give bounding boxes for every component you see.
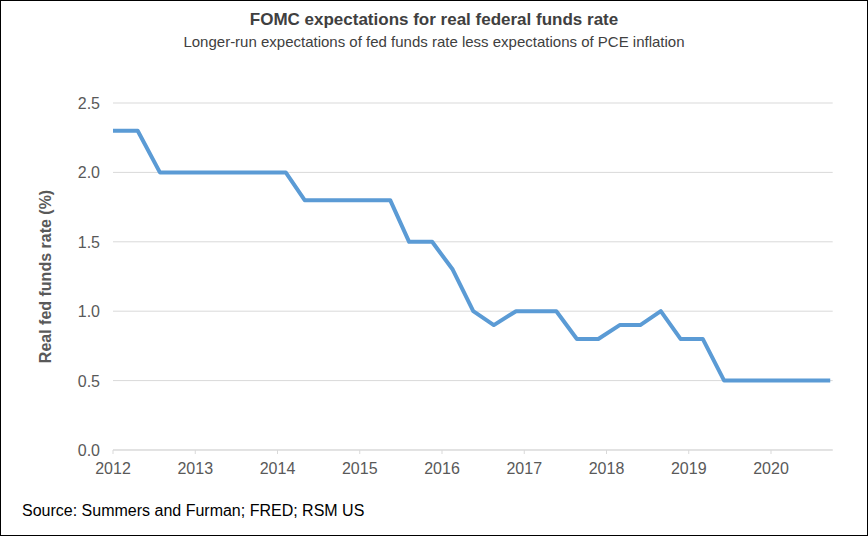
x-tick-label: 2020 [753, 460, 789, 477]
x-tick-label: 2014 [260, 460, 296, 477]
y-tick-label: 1.5 [78, 234, 100, 251]
y-tick-label: 2.0 [78, 164, 100, 181]
chart-frame [0, 0, 868, 536]
x-tick [606, 450, 607, 454]
x-tick [113, 450, 114, 454]
x-tick [277, 450, 278, 454]
title: FOMC expectations for real federal funds… [250, 10, 618, 29]
x-tick-label: 2017 [506, 460, 542, 477]
data-line [113, 131, 830, 381]
x-axis-line [113, 450, 833, 451]
x-tick-label: 2013 [177, 460, 213, 477]
x-tick-label: 2015 [342, 460, 378, 477]
grid-line [113, 103, 833, 104]
x-tick-label: 2012 [95, 460, 131, 477]
y-tick-label: 0.5 [78, 373, 100, 390]
source: Source: Summers and Furman; FRED; RSM US [22, 502, 364, 519]
x-tick [688, 450, 689, 454]
plot-area [113, 131, 830, 381]
x-tick-label: 2018 [589, 460, 625, 477]
grid-line [113, 450, 833, 451]
y-tick-label: 1.0 [78, 303, 100, 320]
x-tick [771, 450, 772, 454]
x-tick-label: 2016 [424, 460, 460, 477]
x-tick [442, 450, 443, 454]
subtitle: Longer-run expectations of fed funds rat… [183, 33, 684, 50]
grid-line [113, 241, 833, 242]
x-tick [195, 450, 196, 454]
x-tick [524, 450, 525, 454]
y-tick-label: 0.0 [78, 442, 100, 459]
chart: FOMC expectations for real federal funds… [0, 0, 868, 536]
y-axis-label: Real fed funds rate (%) [37, 190, 54, 363]
y-tick-label: 2.5 [78, 95, 100, 112]
x-tick-label: 2019 [671, 460, 707, 477]
x-tick [359, 450, 360, 454]
